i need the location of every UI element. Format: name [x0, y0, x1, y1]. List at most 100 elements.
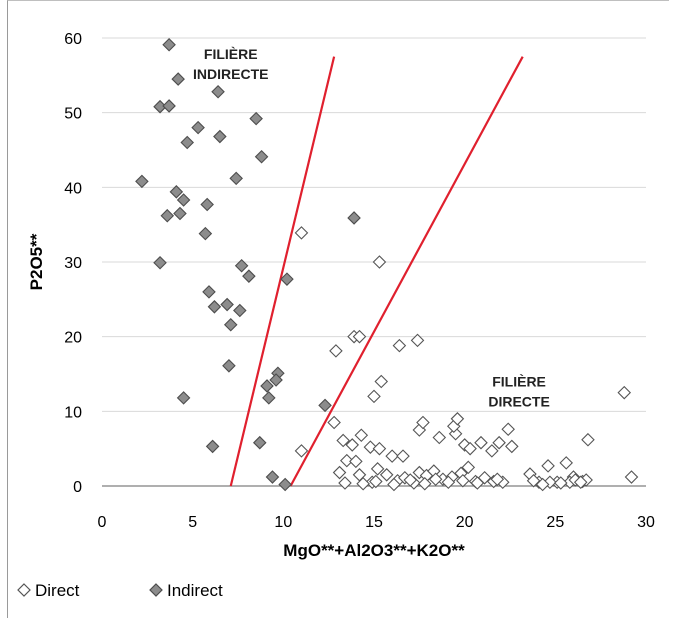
y-tick-label: 50 [64, 106, 82, 123]
y-tick-label: 10 [64, 404, 82, 421]
point-direct [474, 435, 488, 450]
point-indirect [260, 379, 274, 393]
x-axis-title: MgO**+Al2O3**+K2O** [283, 541, 465, 560]
y-tick-label: 0 [73, 479, 82, 496]
point-direct [345, 438, 360, 452]
point-indirect [234, 258, 249, 273]
point-direct [416, 415, 430, 430]
point-direct [541, 459, 555, 473]
point-direct [463, 441, 477, 456]
point-direct [392, 338, 407, 353]
data-points [135, 37, 639, 492]
x-tick-labels: 0 5 10 15 20 25 30 [98, 514, 655, 531]
point-direct [372, 441, 387, 456]
point-indirect [202, 285, 216, 299]
gridlines [102, 37, 646, 412]
x-tick-label: 5 [188, 514, 197, 531]
point-direct [396, 449, 410, 463]
boundary-line-1 [229, 56, 336, 487]
point-indirect [269, 373, 283, 387]
point-direct [352, 329, 367, 344]
point-indirect [280, 272, 294, 286]
x-tick-label: 10 [274, 514, 292, 531]
point-direct [428, 472, 443, 487]
point-direct [417, 476, 432, 491]
point-indirect [347, 211, 361, 225]
point-direct [448, 426, 463, 441]
point-indirect [265, 470, 280, 484]
point-indirect [191, 120, 205, 135]
series-indirect [135, 37, 361, 492]
legend: Direct Indirect [17, 581, 223, 600]
point-indirect [160, 208, 175, 223]
point-direct [349, 454, 363, 469]
x-tick-label: 15 [365, 514, 383, 531]
point-direct [505, 439, 519, 454]
legend-item-indirect: Indirect [149, 581, 223, 600]
point-direct [338, 476, 352, 490]
point-direct [485, 444, 499, 458]
point-indirect [153, 255, 167, 270]
point-direct [432, 430, 447, 445]
annotation-2: FILIÈRE DIRECTE [488, 374, 549, 410]
point-direct [379, 468, 394, 482]
legend-marker-indirect [149, 583, 163, 597]
series-direct [294, 226, 639, 492]
y-tick-label: 60 [64, 31, 82, 48]
point-indirect [207, 300, 222, 314]
x-tick-label: 20 [456, 514, 474, 531]
y-tick-label: 30 [64, 255, 82, 272]
point-indirect [223, 317, 238, 332]
point-indirect [213, 129, 227, 144]
point-direct [553, 476, 568, 490]
point-direct [526, 473, 541, 488]
point-indirect [211, 84, 225, 99]
y-tick-labels: 0 10 20 30 40 50 60 [64, 31, 82, 496]
point-direct [543, 475, 557, 490]
point-direct [294, 226, 309, 240]
y-axis-title: P2O5** [27, 233, 46, 290]
x-tick-label: 30 [637, 514, 655, 531]
point-indirect [176, 193, 191, 207]
point-indirect [162, 37, 176, 52]
point-indirect [220, 297, 234, 312]
point-direct [374, 374, 389, 389]
point-indirect [249, 111, 263, 126]
point-indirect [169, 185, 184, 199]
point-indirect [318, 398, 332, 413]
point-indirect [135, 174, 149, 189]
point-direct [535, 477, 550, 492]
point-direct [369, 474, 383, 489]
point-direct [385, 449, 399, 463]
point-direct [387, 477, 401, 492]
point-direct [403, 473, 418, 487]
point-direct [354, 428, 369, 443]
point-indirect [173, 206, 187, 221]
point-direct [329, 344, 343, 358]
legend-label-indirect: Indirect [167, 581, 223, 600]
boundary-line-2 [289, 56, 524, 487]
point-direct [410, 333, 425, 348]
point-direct [356, 476, 370, 491]
legend-label-direct: Direct [35, 581, 80, 600]
point-indirect [242, 269, 256, 283]
point-direct [370, 462, 385, 476]
point-direct [372, 255, 387, 269]
point-direct [332, 465, 347, 480]
point-indirect [198, 226, 213, 241]
point-direct [450, 412, 465, 426]
annotation-1: FILIÈRE INDIRECTE [193, 46, 268, 82]
chart-frame [7, 0, 669, 618]
point-direct [617, 385, 632, 400]
annotations: FILIÈRE INDIRECTE FILIÈRE DIRECTE [193, 46, 550, 410]
point-direct [327, 415, 341, 430]
point-indirect [262, 391, 276, 405]
point-direct [363, 440, 378, 454]
x-tick-label: 25 [546, 514, 564, 531]
point-direct [470, 476, 485, 490]
point-direct [461, 460, 476, 475]
y-tick-label: 20 [64, 330, 82, 347]
point-indirect [171, 72, 185, 86]
point-direct [340, 453, 354, 468]
